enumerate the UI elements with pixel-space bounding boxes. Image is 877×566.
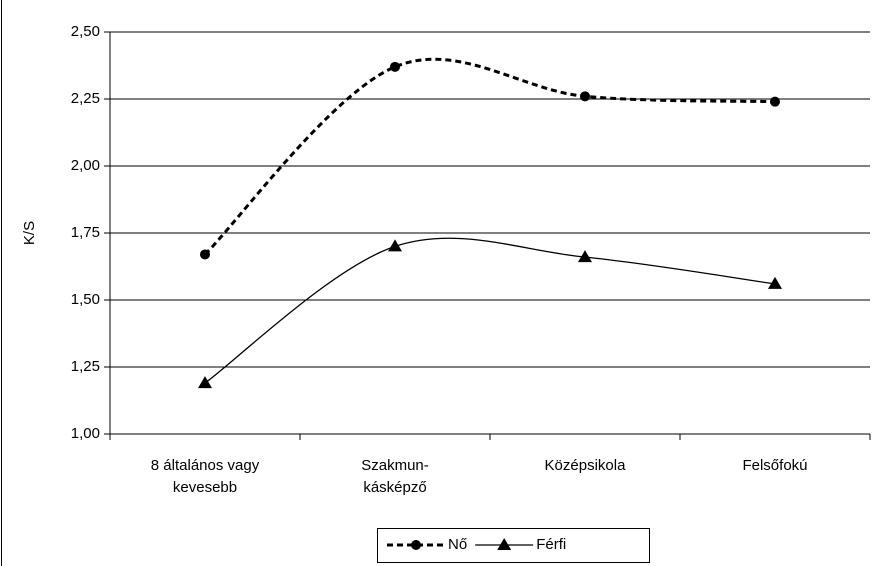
y-tick-label: 2,50 xyxy=(71,23,100,40)
y-tick-label: 2,25 xyxy=(71,90,100,107)
x-tick-label: Felsőfokú xyxy=(742,457,807,474)
marker xyxy=(411,540,421,550)
marker xyxy=(388,239,402,252)
y-tick-label: 1,75 xyxy=(71,224,100,241)
y-axis-label: K/S xyxy=(21,221,38,245)
y-tick-label: 1,50 xyxy=(71,291,100,308)
marker xyxy=(768,276,782,289)
marker xyxy=(200,249,210,260)
x-tick-label: Középsikola xyxy=(545,457,627,474)
marker xyxy=(390,61,400,72)
marker xyxy=(580,91,590,102)
y-tick-label: 1,25 xyxy=(71,358,100,375)
series-line xyxy=(203,57,776,256)
y-tick-label: 1,00 xyxy=(71,425,100,442)
legend: Nő Férfi xyxy=(377,528,650,563)
marker xyxy=(497,538,512,550)
legend-label: Férfi xyxy=(536,536,566,553)
series-line xyxy=(204,237,776,384)
x-tick-label: Szakmun-kásképző xyxy=(361,457,429,496)
marker xyxy=(198,376,212,389)
y-tick-label: 2,00 xyxy=(71,157,100,174)
marker xyxy=(578,250,592,263)
x-tick-label: 8 általános vagy kevesebb xyxy=(151,457,260,496)
marker xyxy=(770,96,780,107)
legend-label: Nő xyxy=(448,536,467,553)
